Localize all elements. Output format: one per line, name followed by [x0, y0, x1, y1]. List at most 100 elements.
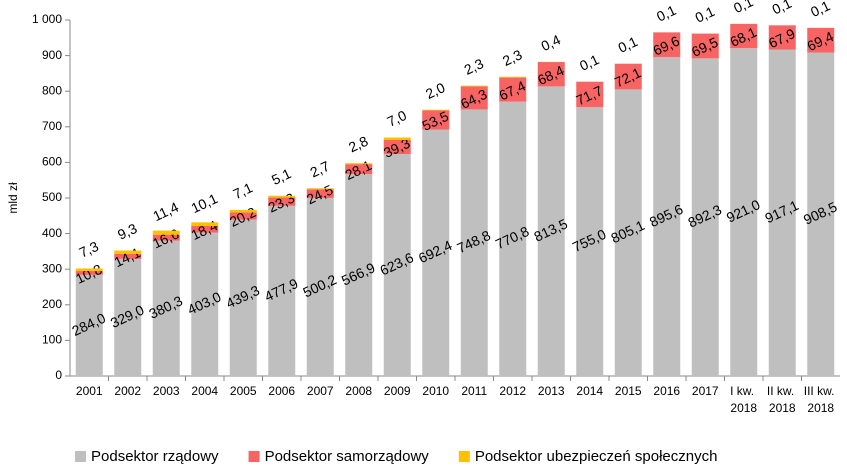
bar-segment	[576, 107, 604, 376]
bar-segment	[345, 164, 373, 175]
bar-segment	[268, 205, 296, 376]
x-tick-label: 2007	[307, 384, 334, 398]
data-label: 10,1	[188, 190, 220, 216]
bar-segment	[807, 27, 835, 53]
data-label: 2,3	[461, 55, 486, 78]
data-label: 2,0	[423, 79, 448, 102]
y-tick-label: 600	[42, 155, 62, 169]
bar-segment	[614, 63, 642, 90]
x-tick-label: 2004	[191, 384, 218, 398]
x-tick-label-line: 2018	[807, 401, 834, 415]
x-tick-label: I kw. 2018	[730, 384, 757, 415]
bar-segment	[768, 49, 796, 377]
y-tick-label: 400	[42, 226, 62, 240]
bar-segment	[345, 174, 373, 376]
bar-segment	[306, 197, 334, 376]
bar-segment	[768, 25, 796, 50]
data-label: 0,1	[731, 0, 756, 16]
bar-segment	[691, 33, 719, 59]
x-tick-label: 2011	[461, 384, 487, 398]
bar-segment	[460, 86, 488, 110]
data-label: 7,3	[76, 238, 101, 261]
bar-segment	[268, 197, 296, 206]
bar-segment	[75, 268, 103, 272]
y-tick-label: 1 000	[32, 12, 62, 26]
bar-segment	[614, 89, 642, 376]
data-label: 0,4	[538, 31, 563, 54]
data-label: 11,4	[150, 199, 181, 225]
bar-segment	[268, 195, 296, 198]
x-tick-label-line: III kw.	[804, 384, 838, 398]
legend-swatch	[458, 451, 470, 462]
x-tick-label: 2006	[268, 384, 295, 398]
x-tick-label: 2017	[692, 384, 719, 398]
x-tick-label: II kw. 2018	[767, 384, 798, 415]
y-tick-label: 100	[42, 333, 62, 347]
x-tick-label: III kw. 2018	[804, 384, 838, 415]
x-tick-label: 2013	[538, 384, 565, 398]
data-label: 9,3	[115, 220, 140, 243]
y-tick-label: 200	[42, 297, 62, 311]
data-label: 2,8	[346, 133, 371, 156]
data-label: 5,1	[269, 165, 294, 188]
y-tick-label: 700	[42, 119, 62, 133]
bar-segment	[576, 81, 604, 108]
legend-swatch	[248, 451, 260, 462]
y-tick-label: 500	[42, 190, 62, 204]
data-label: 0,1	[692, 3, 717, 26]
bar-segment	[537, 62, 565, 87]
bar-segment	[306, 189, 334, 198]
bar-segment	[75, 274, 103, 376]
x-tick-label-line: II kw.	[767, 384, 798, 398]
bar-segment	[383, 140, 411, 154]
bar-segment	[229, 219, 257, 376]
data-label: 0,1	[808, 0, 833, 20]
bar-segment	[653, 57, 681, 376]
data-label: 0,1	[577, 51, 602, 74]
y-tick-label: 0	[55, 368, 62, 382]
bar-segment	[191, 222, 219, 226]
data-label: 2,7	[307, 158, 332, 181]
bar-segment	[152, 234, 180, 241]
x-tick-label: 2002	[114, 384, 141, 398]
data-label: 7,0	[384, 107, 409, 130]
x-tick-label-line: 2018	[730, 401, 757, 415]
bar-segment	[114, 258, 142, 376]
bar-segment	[499, 101, 527, 376]
data-label: 0,1	[654, 2, 679, 25]
bar-segment	[422, 109, 450, 111]
bar-segment	[229, 212, 257, 220]
x-tick-label: 2001	[76, 384, 103, 398]
bar-segment	[191, 225, 219, 233]
x-tick-label-line: I kw.	[730, 384, 757, 398]
data-label: 2,3	[500, 46, 525, 69]
x-tick-label: 2008	[345, 384, 372, 398]
bar-segment	[229, 209, 257, 213]
bar-segment	[383, 153, 411, 376]
bar-segment	[114, 250, 142, 254]
bar-segment	[460, 109, 488, 377]
y-axis-label: mld zł	[6, 182, 20, 214]
x-tick-label: 2009	[384, 384, 411, 398]
legend-swatch	[75, 451, 86, 462]
legend-label: Podsektor samorządowy	[265, 448, 430, 465]
bar-segment	[730, 23, 758, 49]
bar-segment	[306, 188, 334, 190]
bar-segment	[75, 271, 103, 275]
x-tick-label: 2012	[499, 384, 526, 398]
x-tick-label: 2010	[422, 384, 449, 398]
legend-label: Podsektor ubezpieczeń społecznych	[475, 448, 718, 465]
bar-segment	[152, 240, 180, 376]
x-tick-label: 2014	[576, 384, 603, 398]
y-tick-label: 800	[42, 83, 62, 97]
y-tick-label: 900	[42, 48, 62, 62]
bar-segment	[152, 230, 180, 235]
bar-segment	[114, 253, 142, 259]
data-label: 7,1	[230, 179, 255, 202]
bar-segment	[383, 137, 411, 141]
legend-label: Podsektor rządowy	[91, 448, 219, 465]
bar-segment	[537, 86, 565, 377]
x-tick-label: 2003	[153, 384, 180, 398]
x-tick-label: 2015	[615, 384, 642, 398]
